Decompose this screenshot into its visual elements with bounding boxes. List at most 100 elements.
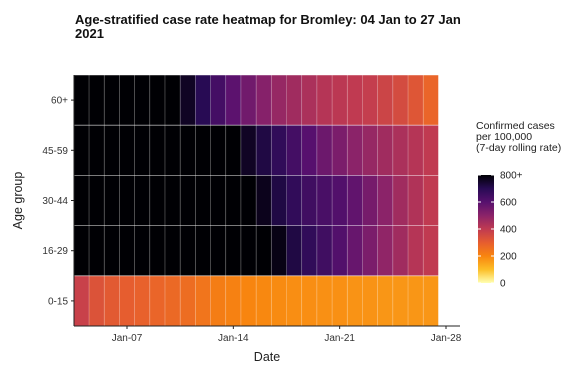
heatmap-cell [256,125,272,176]
heatmap-cell [104,275,120,326]
heatmap-cell [271,225,287,276]
heatmap-cell [240,275,257,326]
heatmap-cell [195,175,211,226]
heatmap-cell [271,125,287,176]
heatmap-cell [332,75,348,126]
heatmap-cell [301,275,317,326]
heatmap-cell [423,275,439,326]
heatmap-cell [73,75,90,126]
heatmap-cell [377,275,393,326]
heatmap-cell [362,225,378,276]
heatmap-cell [149,225,165,276]
y-axis-label: Age group [11,172,25,230]
x-tick-label: Jan-14 [218,333,249,344]
heatmap-cell [332,275,348,326]
heatmap-cell [73,225,90,276]
legend-title-line: per 100,000 [476,131,532,143]
legend-title-line: Confirmed cases [476,120,555,132]
heatmap-cell [210,175,226,226]
x-tick-label: Jan-28 [431,333,462,344]
heatmap-cell [104,225,120,276]
heatmap-cell [256,75,272,126]
heatmap-cell [104,75,120,126]
heatmap-cell [286,75,302,126]
heatmap-cell [316,225,333,276]
heatmap-cell [180,275,196,326]
heatmap-cell [195,125,211,176]
heatmap-cell [377,125,393,176]
y-tick-label: 16-29 [42,246,68,257]
heatmap-cell [180,225,196,276]
heatmap-cell [89,175,105,226]
heatmap-cell [408,175,424,226]
heatmap-cell [423,125,439,176]
heatmap-cell [119,275,135,326]
heatmap-cell [164,275,181,326]
heatmap-cell [134,275,150,326]
heatmap-cell [256,175,272,226]
heatmap-cell [180,175,196,226]
heatmap-cell [286,225,302,276]
heatmap-cell [301,75,317,126]
heatmap-cell [149,175,165,226]
heatmap-cell [256,225,272,276]
heatmap-cell [347,125,363,176]
heatmap-cell [301,175,317,226]
heatmap-cell [164,225,181,276]
legend-color-bar [478,175,494,283]
heatmap-cell [210,125,226,176]
heatmap-cell [332,175,348,226]
heatmap-cell [377,75,393,126]
heatmap-cell [73,275,90,326]
y-tick-label: 30-44 [42,196,68,207]
heatmap-cell [149,275,165,326]
x-axis-label: Date [254,350,280,364]
heatmap-cell [271,175,287,226]
heatmap-cell [301,125,317,176]
heatmap-cell [408,225,424,276]
heatmap-cell [149,125,165,176]
heatmap-cell [362,175,378,226]
heatmap-cell [164,75,181,126]
heatmap-cell [104,125,120,176]
heatmap-cell [256,275,272,326]
heatmap-cell [377,175,393,226]
heatmap-cell [89,125,105,176]
heatmap-cell [210,225,226,276]
heatmap-cell [104,175,120,226]
heatmap-cell [392,175,409,226]
heatmap-cell [210,75,226,126]
heatmap-cell [225,125,241,176]
heatmap-cell [362,75,378,126]
heatmap-cell [286,125,302,176]
heatmap-cell [119,175,135,226]
heatmap-cell [225,225,241,276]
legend-title-line: (7-day rolling rate) [476,142,561,154]
legend-tick-label: 600 [500,198,517,209]
heatmap-cell [271,275,287,326]
y-axis: 60+ 45-59 30-44 16-29 0-15 [42,75,75,326]
heatmap-cell [119,125,135,176]
heatmap-cell [180,75,196,126]
heatmap-cell [316,175,333,226]
heatmap-cell [271,75,287,126]
heatmap-cell [134,175,150,226]
heatmap-cell [240,75,257,126]
heatmap-cell [332,125,348,176]
y-tick-label: 45-59 [42,146,68,157]
heatmap-cell [240,175,257,226]
x-tick-label: Jan-21 [324,333,355,344]
heatmap-cell [332,225,348,276]
heatmap-cell [73,125,90,176]
y-tick-label: 0-15 [48,296,68,307]
heatmap-cell [119,75,135,126]
heatmap-cell [134,225,150,276]
heatmap-cell [362,125,378,176]
heatmap-cell [180,125,196,176]
heatmap-cell [286,275,302,326]
heatmap-cell [301,225,317,276]
grid-lines [73,74,439,327]
x-tick-label: Jan-07 [112,333,143,344]
